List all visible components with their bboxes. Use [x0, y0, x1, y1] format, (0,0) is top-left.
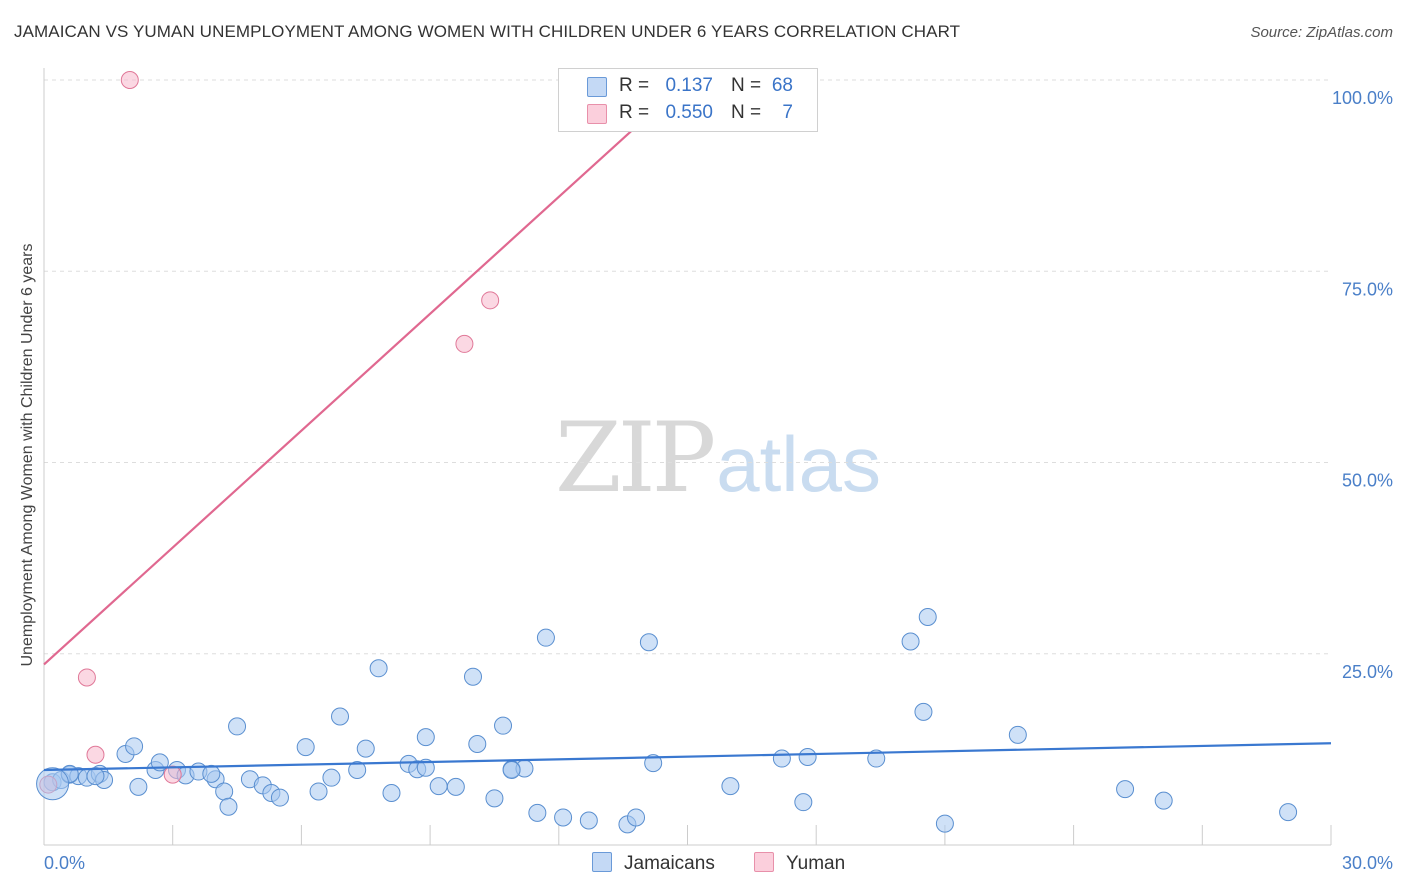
n-value: 68	[771, 75, 793, 96]
point-jamaican	[867, 749, 886, 768]
point-jamaican	[446, 777, 465, 796]
watermark-atlas: atlas	[716, 420, 881, 508]
point-jamaican	[429, 777, 448, 796]
point-jamaican-cluster	[36, 767, 70, 801]
point-yuman	[481, 291, 500, 310]
point-jamaican	[202, 764, 221, 783]
point-jamaican	[416, 728, 435, 747]
point-jamaican	[772, 749, 791, 768]
point-jamaican	[356, 739, 375, 758]
tick-labels: 25.0% 50.0% 75.0% 100.0% 0.0% 30.0%	[44, 88, 1393, 873]
point-jamaican	[369, 659, 388, 678]
point-jamaican	[794, 793, 813, 812]
point-jamaican	[129, 777, 148, 796]
legend-item-yuman: Yuman	[754, 852, 845, 875]
r-label: R =	[619, 102, 650, 123]
point-jamaican	[464, 667, 482, 686]
y-tick-label: 50.0%	[1342, 471, 1393, 491]
point-jamaican	[1279, 803, 1298, 822]
source-label: Source: ZipAtlas.com	[1250, 24, 1393, 41]
trend-line-yuman	[43, 79, 689, 666]
point-jamaican	[627, 808, 646, 827]
y-tick-label: 25.0%	[1342, 662, 1393, 682]
watermark: ZIPatlas	[555, 402, 881, 514]
axes	[43, 68, 1332, 846]
x-tick-label-start: 0.0%	[44, 853, 85, 873]
point-jamaican	[554, 808, 573, 827]
r-value: 0.137	[665, 75, 713, 96]
legend-swatch-jamaicans-bottom	[592, 852, 612, 872]
point-jamaican	[502, 761, 521, 780]
point-jamaican	[348, 761, 367, 780]
point-yuman	[120, 71, 139, 89]
data-points	[36, 71, 1298, 834]
trend-lines	[43, 79, 1332, 772]
legend-swatch-jamaicans	[587, 77, 607, 97]
point-jamaican	[901, 632, 920, 651]
point-jamaican	[1008, 725, 1027, 744]
trend-line-jamaicans	[43, 742, 1332, 772]
point-jamaican	[219, 797, 238, 816]
x-tick-label-end: 30.0%	[1342, 853, 1393, 873]
point-jamaican	[644, 754, 663, 773]
watermark-zip: ZIP	[555, 402, 716, 514]
point-jamaican	[322, 768, 341, 787]
chart-title: JAMAICAN VS YUMAN UNEMPLOYMENT AMONG WOM…	[14, 22, 961, 41]
point-jamaican	[228, 717, 247, 736]
legend-label-yuman: Yuman	[786, 853, 846, 874]
y-tick-label: 100.0%	[1332, 88, 1393, 108]
point-jamaican	[579, 811, 598, 830]
y-tick-label: 75.0%	[1342, 279, 1393, 299]
point-jamaican	[914, 702, 933, 721]
point-jamaican	[536, 628, 555, 647]
legend-swatch-yuman	[587, 104, 607, 124]
point-yuman	[77, 668, 96, 687]
legend-row-jamaicans: R = 0.137 N = 68	[559, 75, 817, 99]
point-jamaican	[721, 777, 740, 796]
point-jamaican	[416, 758, 435, 777]
r-label: R =	[619, 75, 650, 96]
legend-row-yuman: R = 0.550 N = 7	[559, 102, 817, 126]
point-yuman	[163, 765, 182, 784]
point-jamaican	[1116, 780, 1135, 799]
point-jamaican	[485, 789, 504, 808]
point-yuman	[86, 745, 105, 764]
grid-lines	[44, 79, 1331, 655]
point-jamaican	[798, 748, 817, 767]
point-jamaican	[468, 735, 487, 754]
point-jamaican	[639, 633, 658, 652]
point-jamaican	[494, 716, 513, 735]
n-value: 7	[782, 102, 793, 123]
stats-legend: R = 0.137 N = 68 R = 0.550 N = 7	[558, 68, 818, 132]
r-value: 0.550	[665, 102, 713, 123]
point-jamaican	[382, 783, 401, 802]
point-jamaican	[528, 803, 547, 822]
point-jamaican	[935, 814, 954, 833]
legend-swatch-yuman-bottom	[754, 852, 774, 872]
legend-item-jamaicans: Jamaicans	[592, 852, 715, 875]
point-jamaican	[86, 767, 105, 786]
point-jamaican	[270, 788, 289, 807]
point-jamaican	[125, 737, 144, 756]
point-jamaican	[1154, 791, 1173, 810]
n-label: N =	[731, 102, 762, 123]
point-jamaican	[309, 782, 328, 801]
point-jamaican	[331, 707, 350, 726]
legend-label-jamaicans: Jamaicans	[624, 853, 715, 874]
point-jamaican	[215, 782, 234, 801]
point-jamaican	[296, 738, 315, 757]
point-jamaican	[918, 608, 937, 627]
n-label: N =	[731, 75, 762, 96]
point-yuman	[455, 334, 474, 353]
